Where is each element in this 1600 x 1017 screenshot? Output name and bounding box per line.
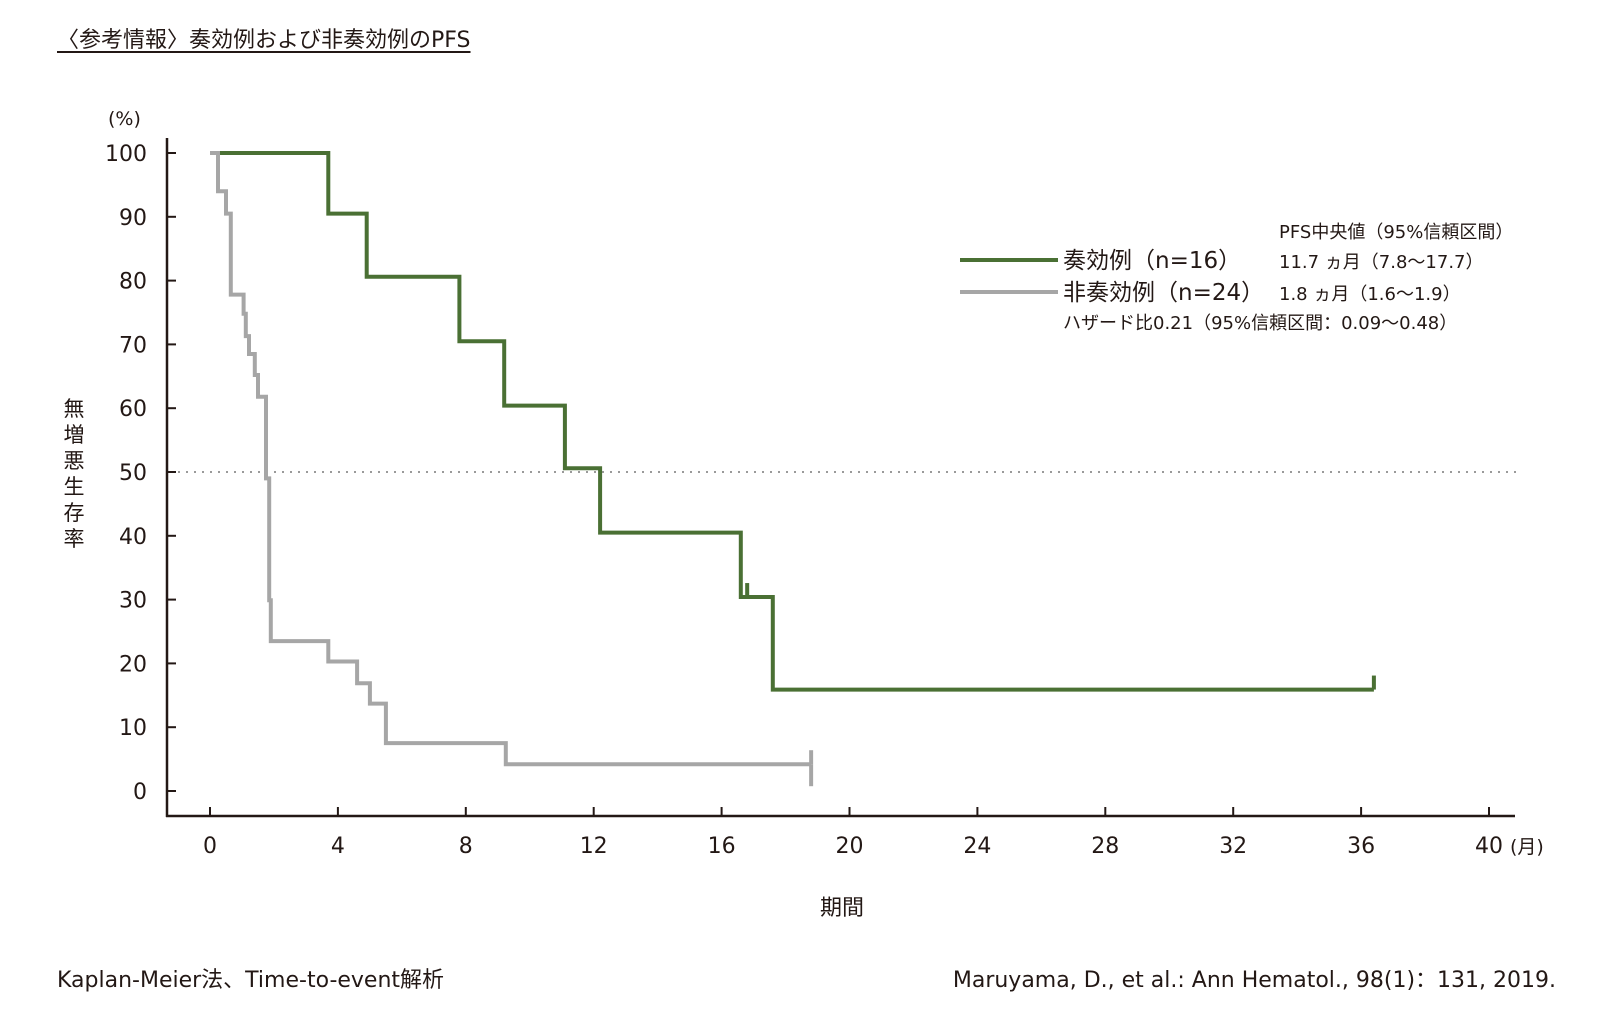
x-tick-label: 36 — [1347, 834, 1375, 859]
y-axis-title-char: 増 — [64, 423, 85, 447]
legend-median: 11.7 ヵ月（7.8〜17.7） — [1279, 252, 1484, 273]
y-tick-label: 80 — [119, 270, 147, 295]
x-tick-label: 0 — [203, 834, 217, 859]
y-tick-label: 30 — [119, 589, 147, 614]
x-tick-label: 28 — [1091, 834, 1119, 859]
y-axis-title-char: 生 — [64, 475, 85, 499]
legend-header: PFS中央値（95%信頼区間） — [1279, 222, 1513, 243]
y-tick-label: 100 — [105, 142, 147, 167]
x-tick-label: 8 — [459, 834, 473, 859]
y-unit-label: (%) — [108, 108, 141, 130]
legend-median: 1.8 ヵ月（1.6〜1.9） — [1279, 284, 1461, 305]
x-unit-label: (月) — [1510, 836, 1544, 858]
y-tick-label: 70 — [119, 333, 147, 358]
y-tick-label: 50 — [119, 461, 147, 486]
x-axis-title: 期間 — [820, 896, 864, 921]
hazard-ratio-text: ハザード比0.21（95%信頼区間：0.09〜0.48） — [1063, 313, 1457, 334]
y-tick-label: 60 — [119, 397, 147, 422]
citation: Maruyama, D., et al.: Ann Hematol., 98(1… — [952, 968, 1556, 993]
x-tick-label: 12 — [580, 834, 608, 859]
x-tick-label: 24 — [963, 834, 991, 859]
y-axis-title-char: 悪 — [64, 449, 85, 473]
x-tick-label: 20 — [836, 834, 864, 859]
y-tick-label: 0 — [133, 780, 147, 805]
y-tick-label: 40 — [119, 525, 147, 550]
y-tick-label: 10 — [119, 716, 147, 741]
x-tick-label: 32 — [1219, 834, 1247, 859]
km-curve-responders — [210, 151, 1374, 692]
page-title: 〈参考情報〉奏効例および非奏効例のPFS — [57, 28, 471, 53]
y-axis-title-char: 率 — [64, 527, 85, 551]
method-note: Kaplan-Meier法、Time-to-event解析 — [57, 968, 445, 993]
y-axis-title-char: 無 — [64, 397, 85, 421]
y-tick-label: 90 — [119, 206, 147, 231]
x-tick-label: 40 — [1475, 834, 1503, 859]
legend-label: 非奏効例（n=24） — [1063, 280, 1264, 306]
legend-label: 奏効例（n=16） — [1063, 248, 1241, 274]
y-axis-title-char: 存 — [64, 501, 85, 525]
y-tick-label: 20 — [119, 652, 147, 677]
km-curve-non-responders — [210, 151, 812, 767]
x-tick-label: 4 — [331, 834, 345, 859]
x-tick-label: 16 — [708, 834, 736, 859]
